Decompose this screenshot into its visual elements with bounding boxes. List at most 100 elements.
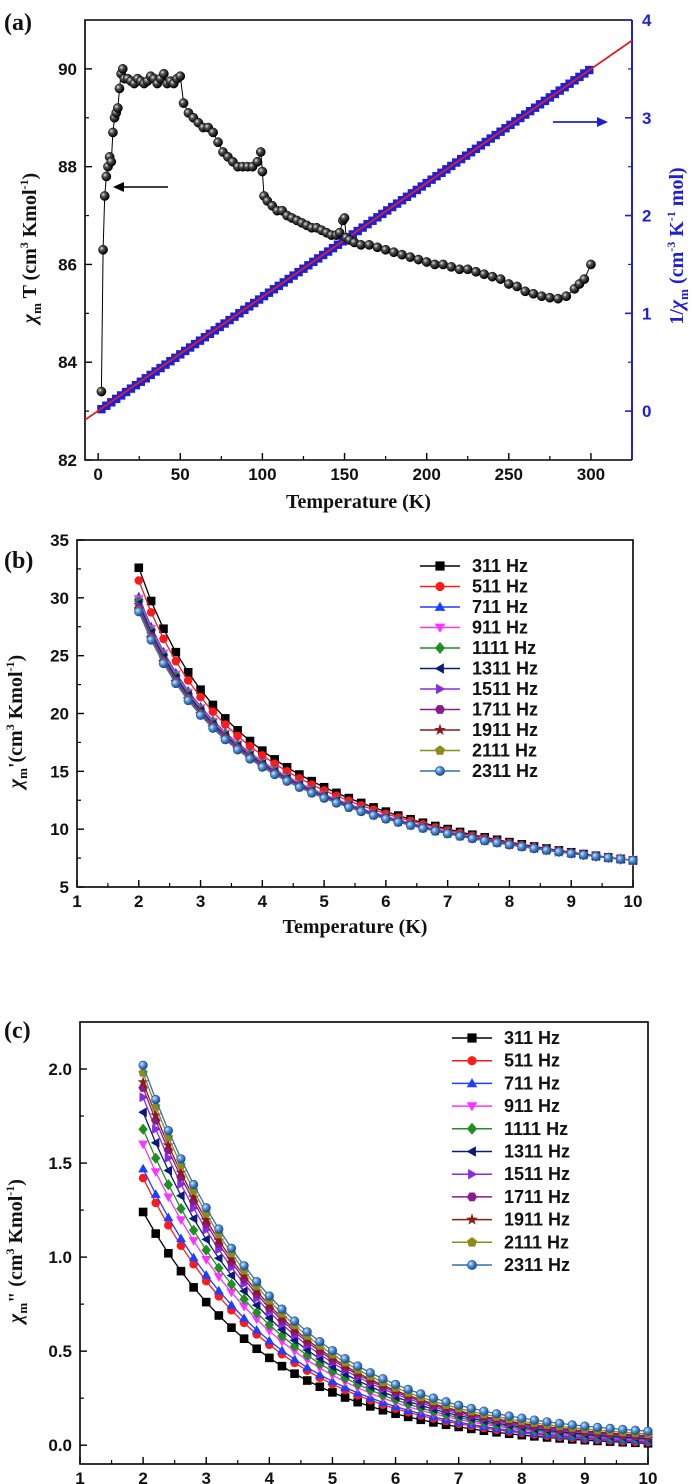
data-point <box>188 1237 199 1246</box>
chiT-point <box>462 264 473 275</box>
legend-marker <box>434 663 444 674</box>
data-point <box>491 1409 502 1419</box>
data-point <box>270 769 280 780</box>
legend-label: 511 Hz <box>504 1051 560 1071</box>
data-point <box>213 1253 223 1264</box>
chiT-point <box>96 386 107 397</box>
data-point <box>213 1234 225 1246</box>
legend-label: 1311 Hz <box>472 659 538 679</box>
data-point <box>416 1389 426 1399</box>
data-point <box>270 759 279 769</box>
data-point <box>201 1256 212 1265</box>
data-point <box>315 1382 325 1392</box>
chiT-point <box>356 240 366 250</box>
series-1311-hz <box>133 598 637 866</box>
data-point <box>200 1214 212 1225</box>
data-point <box>251 1315 262 1325</box>
data-point <box>208 707 218 716</box>
chiT-point <box>117 64 128 74</box>
legend-label: 2111 Hz <box>472 741 537 761</box>
data-point <box>263 1299 275 1310</box>
data-point <box>315 1358 325 1370</box>
data-point <box>327 1376 338 1385</box>
data-point <box>314 1369 325 1379</box>
legend-label: 1711 Hz <box>504 1187 570 1207</box>
legend-marker <box>435 766 445 776</box>
data-point <box>245 754 255 764</box>
legend-label: 711 Hz <box>472 597 528 617</box>
data-point <box>164 1248 173 1258</box>
data-point <box>403 1384 413 1394</box>
data-point <box>201 1297 211 1307</box>
x-tick-label: 3 <box>196 892 205 911</box>
y-tick-label: 10 <box>50 820 69 839</box>
data-point <box>139 1092 149 1103</box>
legend-label: 2311 Hz <box>472 761 538 781</box>
y-right-tick-label: 4 <box>642 11 652 30</box>
data-point <box>239 1313 249 1322</box>
data-point <box>264 1313 273 1323</box>
data-point <box>175 1166 187 1178</box>
chiT-point <box>438 259 448 270</box>
x-tick-label: 2 <box>138 1469 147 1484</box>
data-point <box>146 635 156 645</box>
chiT-point <box>446 262 457 272</box>
x-tick-label: 10 <box>624 892 643 911</box>
data-point <box>164 1153 174 1163</box>
data-point <box>188 1252 199 1262</box>
data-point <box>163 1179 174 1191</box>
y-tick-label: 30 <box>50 589 69 608</box>
data-point <box>138 1207 148 1217</box>
data-point <box>226 1288 237 1298</box>
legend-marker <box>434 705 446 714</box>
chiT-point <box>528 288 539 299</box>
chiT-point <box>579 274 590 284</box>
data-point <box>282 767 292 776</box>
data-point <box>150 1189 161 1198</box>
data-point <box>277 1361 287 1371</box>
data-point <box>302 1345 311 1355</box>
data-point <box>176 1233 186 1243</box>
data-point <box>151 1198 161 1208</box>
data-point <box>289 1354 300 1363</box>
data-point <box>628 855 638 865</box>
y-left-tick-label: 84 <box>58 353 77 372</box>
y-axis-title: χm'(cm3 Kmol-1) <box>3 655 30 791</box>
data-point <box>189 1179 199 1190</box>
chiT-point <box>158 68 169 79</box>
legend-label: 1911 Hz <box>504 1210 570 1230</box>
data-point <box>138 1140 149 1150</box>
data-point <box>150 1109 162 1120</box>
data-point <box>302 1327 312 1337</box>
data-point <box>239 1293 249 1305</box>
legend-marker <box>466 1213 478 1225</box>
data-point <box>245 741 255 751</box>
y-tick-label: 0.0 <box>48 1436 72 1455</box>
chiT-point <box>454 264 465 275</box>
chiT-point <box>252 156 263 167</box>
left-arrow-head <box>113 182 124 192</box>
data-point <box>567 1420 577 1430</box>
data-point <box>264 1335 275 1345</box>
y-right-tick-label: 1 <box>642 304 651 323</box>
data-point <box>239 1302 249 1312</box>
series-chiT <box>96 64 596 397</box>
y-left-tick-label: 86 <box>58 255 77 274</box>
data-point <box>555 1418 565 1428</box>
data-point <box>151 1152 161 1164</box>
data-point <box>307 788 317 798</box>
data-point <box>344 802 354 813</box>
y-right-axis-title: 1/χm (cm-3 K-1 mol) <box>664 167 691 324</box>
data-point <box>227 1323 236 1332</box>
chiT-point <box>503 279 514 289</box>
chiT-point <box>397 249 407 260</box>
x-tick-label: 1 <box>75 1469 84 1484</box>
data-point <box>315 1337 325 1347</box>
data-point <box>213 1285 224 1295</box>
plot-area-a <box>85 39 632 421</box>
chiT-point <box>255 147 266 157</box>
data-point <box>214 1262 224 1274</box>
data-point <box>188 1224 199 1236</box>
chiT-point <box>108 127 118 138</box>
